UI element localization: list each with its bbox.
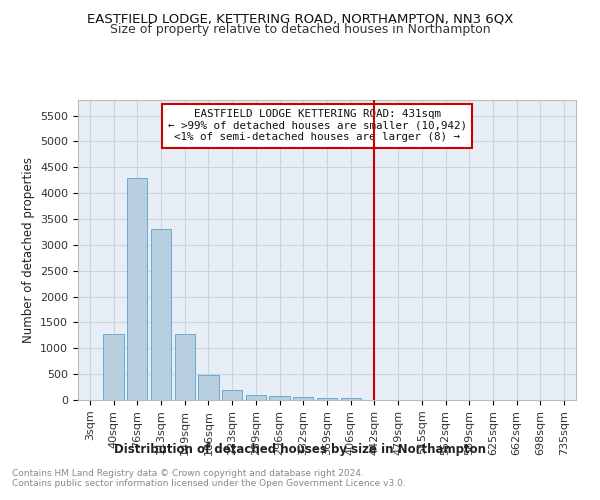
Bar — [246, 396, 266, 400]
Text: Contains HM Land Registry data © Crown copyright and database right 2024.: Contains HM Land Registry data © Crown c… — [12, 468, 364, 477]
Text: Contains public sector information licensed under the Open Government Licence v3: Contains public sector information licen… — [12, 478, 406, 488]
Text: EASTFIELD LODGE KETTERING ROAD: 431sqm
← >99% of detached houses are smaller (10: EASTFIELD LODGE KETTERING ROAD: 431sqm ←… — [167, 109, 467, 142]
Bar — [341, 398, 361, 400]
Bar — [293, 398, 313, 400]
Bar — [127, 178, 148, 400]
Text: Distribution of detached houses by size in Northampton: Distribution of detached houses by size … — [114, 442, 486, 456]
Bar — [199, 376, 218, 400]
Text: Size of property relative to detached houses in Northampton: Size of property relative to detached ho… — [110, 22, 490, 36]
Y-axis label: Number of detached properties: Number of detached properties — [22, 157, 35, 343]
Bar — [317, 398, 337, 400]
Text: EASTFIELD LODGE, KETTERING ROAD, NORTHAMPTON, NN3 6QX: EASTFIELD LODGE, KETTERING ROAD, NORTHAM… — [87, 12, 513, 26]
Bar — [151, 230, 171, 400]
Bar — [175, 334, 195, 400]
Bar — [222, 390, 242, 400]
Bar — [103, 334, 124, 400]
Bar — [269, 396, 290, 400]
